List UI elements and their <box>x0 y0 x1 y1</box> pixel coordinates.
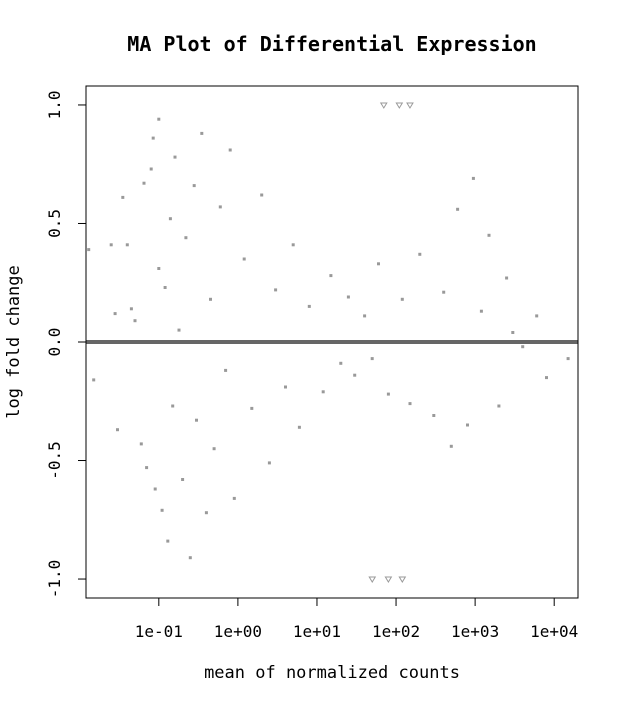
data-point <box>116 428 119 432</box>
data-point <box>121 195 125 199</box>
data-point <box>153 487 157 491</box>
data-point <box>535 314 539 318</box>
x-axis: 1e-01 1e+00 1e+01 1e+02 1e+03 1e+04 <box>135 598 578 641</box>
data-point <box>521 345 525 349</box>
data-point <box>497 404 501 408</box>
chart-title: MA Plot of Differential Expression <box>127 32 536 56</box>
data-point <box>339 361 343 365</box>
clipped-marker <box>379 102 388 109</box>
data-point <box>142 181 146 185</box>
data-point <box>109 243 113 247</box>
data-point <box>173 155 177 159</box>
x-tick-label: 1e+00 <box>214 622 262 641</box>
y-axis-label: log fold change <box>4 265 24 419</box>
x-axis-label: mean of normalized counts <box>204 663 460 683</box>
data-point <box>160 508 164 512</box>
clipped-marker <box>398 576 407 584</box>
data-point <box>432 414 436 417</box>
x-tick-label: 1e+03 <box>451 622 499 641</box>
data-point <box>113 312 117 316</box>
data-point <box>181 478 185 481</box>
data-point <box>291 243 295 247</box>
data-point <box>408 402 412 406</box>
data-point <box>157 267 161 270</box>
data-point <box>177 328 181 332</box>
data-point <box>184 236 188 240</box>
data-point <box>274 288 278 292</box>
data-point <box>456 207 460 211</box>
x-tick-label: 1e+01 <box>293 622 341 641</box>
data-point <box>418 252 422 256</box>
data-point <box>449 444 453 448</box>
clipped-marker <box>395 102 404 109</box>
clipped-marker <box>368 576 377 584</box>
data-point <box>479 309 483 313</box>
data-point <box>125 243 129 247</box>
data-point <box>370 357 374 361</box>
data-point <box>307 304 311 308</box>
data-point <box>242 257 246 261</box>
data-point <box>505 276 509 280</box>
y-tick-label: -0.5 <box>45 441 64 480</box>
data-point <box>212 447 216 451</box>
clipped-marker <box>384 576 393 584</box>
data-point <box>151 136 155 140</box>
data-point <box>284 385 287 389</box>
data-point <box>228 148 232 152</box>
data-point <box>250 406 254 410</box>
data-point <box>363 314 367 318</box>
x-tick-label: 1e+04 <box>530 622 578 641</box>
data-point <box>129 307 133 311</box>
data-point <box>386 392 390 396</box>
data-point <box>168 217 172 221</box>
data-point <box>267 461 271 465</box>
y-tick-label: 0.5 <box>45 209 64 238</box>
data-point <box>218 205 222 209</box>
x-tick-label: 1e+02 <box>372 622 420 641</box>
data-point <box>163 286 167 289</box>
y-tick-label: 0.0 <box>45 328 64 357</box>
y-tick-label: 1.0 <box>45 91 64 120</box>
data-point <box>209 297 212 301</box>
data-point <box>139 442 143 446</box>
data-point <box>442 290 446 294</box>
clipped-marker <box>406 102 414 109</box>
data-point <box>321 390 325 394</box>
data-point <box>346 295 350 299</box>
data-point <box>157 117 161 121</box>
data-point <box>353 373 357 377</box>
data-point <box>92 378 96 382</box>
data-point <box>400 297 404 301</box>
data-point <box>329 274 333 278</box>
data-point <box>566 357 570 361</box>
data-point <box>471 176 475 180</box>
data-point <box>511 331 515 334</box>
data-point <box>200 131 204 135</box>
data-point <box>195 418 198 422</box>
data-point <box>297 425 301 429</box>
data-point <box>377 262 380 266</box>
data-point <box>466 423 469 427</box>
y-tick-label: -1.0 <box>45 560 64 599</box>
data-point <box>171 404 175 408</box>
data-point <box>145 466 149 470</box>
y-axis: -1.0 -0.5 0.0 0.5 1.0 <box>45 91 86 599</box>
data-point <box>133 319 137 323</box>
data-point <box>192 184 196 188</box>
data-point <box>149 167 153 171</box>
data-point <box>188 556 192 560</box>
data-point <box>232 496 236 500</box>
scatter-points <box>87 117 570 560</box>
data-point <box>87 248 91 252</box>
data-point <box>166 539 170 543</box>
data-point <box>487 233 491 237</box>
data-point <box>260 193 264 197</box>
data-point <box>204 511 208 515</box>
data-point <box>224 368 228 372</box>
x-tick-label: 1e-01 <box>135 622 183 641</box>
data-point <box>545 376 548 380</box>
clipped-markers <box>368 102 414 584</box>
